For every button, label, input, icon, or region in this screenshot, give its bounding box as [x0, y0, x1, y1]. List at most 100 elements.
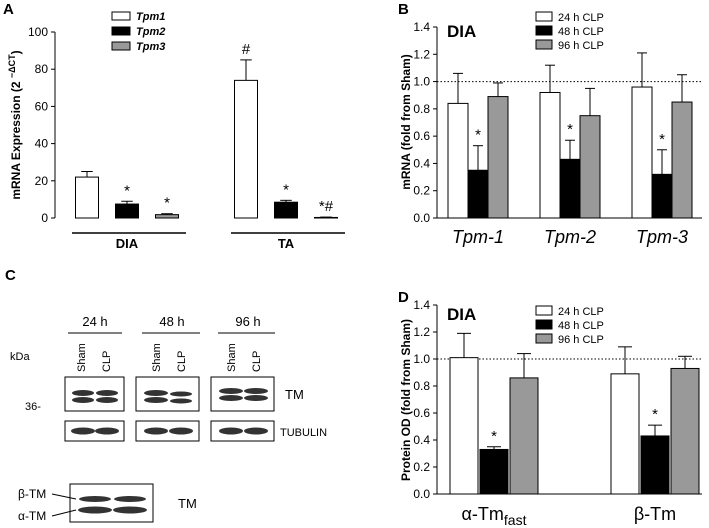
bar	[75, 176, 99, 219]
x-tick-label: β-Tm	[634, 504, 676, 524]
legend-swatch	[535, 25, 553, 36]
bar	[539, 91, 561, 219]
y-label-part: −ΔCT	[7, 54, 17, 78]
y-tick-label: 0.4	[413, 433, 430, 447]
timepoint: 96 h	[235, 314, 260, 329]
bar	[579, 115, 601, 219]
y-tick-label: 0.6	[413, 406, 430, 420]
legend-swatch	[535, 11, 553, 22]
bar	[509, 377, 539, 495]
y-tick-label: 0.0	[413, 487, 430, 501]
x-tick-label: Tpm-2	[544, 227, 596, 247]
lane-label: CLP	[101, 351, 113, 372]
y-tick-label: 1.4	[413, 20, 430, 34]
y-tick-label: 0.2	[413, 184, 430, 198]
y-tick-label: 0	[41, 211, 48, 225]
x-tick-label: Tpm-3	[636, 227, 688, 247]
y-tick-label: 1.2	[413, 47, 430, 61]
legend-label: 96 h CLP	[558, 334, 604, 346]
y-tick-label: 0.4	[413, 156, 430, 170]
bar	[155, 214, 179, 219]
bar	[487, 96, 509, 219]
panel-letter: A	[3, 1, 14, 18]
tm-label: TM	[178, 496, 197, 511]
y-tick-label: 0.0	[413, 211, 430, 225]
annotation: *	[164, 195, 170, 212]
y-tick-label: 1.0	[413, 75, 430, 89]
legend-swatch	[111, 41, 131, 51]
bar	[631, 86, 653, 219]
blot-boxes	[64, 376, 275, 523]
annotation: *	[124, 182, 130, 199]
tubulin-label: TUBULIN	[280, 427, 327, 439]
bar	[449, 357, 479, 495]
tm-label: TM	[285, 387, 304, 402]
bar	[671, 101, 693, 219]
legend-swatch	[535, 305, 553, 316]
category-text: Tpm-1	[452, 227, 504, 247]
x-tick-label: α-Tmfast	[462, 504, 527, 528]
bar	[234, 79, 258, 219]
legend-label: 48 h CLP	[558, 26, 604, 38]
bar	[640, 435, 670, 495]
timepoint: 48 h	[159, 314, 184, 329]
annotation: *#	[319, 198, 334, 215]
bar	[559, 158, 581, 219]
legend-label: 48 h CLP	[558, 320, 604, 332]
legend-label: 24 h CLP	[558, 306, 604, 318]
arrow	[51, 493, 77, 500]
y-label-part: )	[9, 50, 23, 54]
marker-label: 36-	[25, 401, 41, 413]
annotation: *	[475, 127, 481, 144]
x-tick-label: Tpm-1	[452, 227, 504, 247]
legend-label: Tpm3	[136, 41, 165, 53]
chart-title: DIA	[447, 305, 476, 324]
category-text: Tpm-3	[636, 227, 688, 247]
category-text: β-Tm	[634, 504, 676, 524]
timepoint: 24 h	[82, 314, 107, 329]
lane-label: CLP	[251, 351, 263, 372]
category-text: TA	[278, 236, 295, 251]
band-label: α-TM	[18, 509, 46, 523]
x-tick-label: DIA	[116, 236, 139, 251]
category-text: DIA	[116, 236, 139, 251]
y-tick-label: 1.2	[413, 325, 430, 339]
annotation: *	[659, 131, 665, 148]
panel-letter: B	[398, 1, 409, 18]
y-tick-label: 100	[28, 25, 48, 39]
blot-panel: C 24 h 48 h 96 h kDa Sham CLP Sham CLP S…	[5, 267, 327, 523]
bar	[447, 102, 469, 219]
legend-label: 96 h CLP	[558, 40, 604, 52]
y-tick-label: 0.2	[413, 460, 430, 474]
y-tick-label: 0.6	[413, 129, 430, 143]
bands	[71, 388, 268, 514]
y-tick-label: 1.4	[413, 298, 430, 312]
legend-swatch	[111, 26, 131, 36]
y-label-part: mRNA (fold from Sham)	[399, 54, 413, 190]
y-label-part: Protein OD (fold from Sham)	[399, 319, 413, 481]
category-subscript: fast	[504, 512, 527, 528]
y-tick-label: 60	[35, 99, 49, 113]
lane-label: Sham	[151, 343, 163, 372]
y-axis-label: mRNA (fold from Sham)	[399, 54, 413, 190]
y-tick-label: 80	[35, 62, 49, 76]
bar	[479, 448, 509, 495]
kda-label: kDa	[10, 351, 30, 363]
annotation: *	[283, 181, 289, 198]
legend-label: Tpm1	[136, 11, 165, 23]
y-label-part: mRNA Expression (2	[9, 78, 23, 200]
x-tick-label: TA	[278, 236, 295, 251]
band-label: β-TM	[18, 487, 46, 501]
y-axis-label: Protein OD (fold from Sham)	[399, 319, 413, 481]
legend-label: 24 h CLP	[558, 12, 604, 24]
bar	[467, 169, 489, 219]
bar	[651, 173, 673, 219]
y-tick-label: 20	[35, 174, 49, 188]
bar	[610, 373, 640, 495]
annotation: *	[652, 406, 658, 423]
y-tick-label: 40	[35, 137, 49, 151]
bar	[274, 201, 298, 219]
category-text: Tpm-2	[544, 227, 596, 247]
legend-swatch	[535, 39, 553, 50]
